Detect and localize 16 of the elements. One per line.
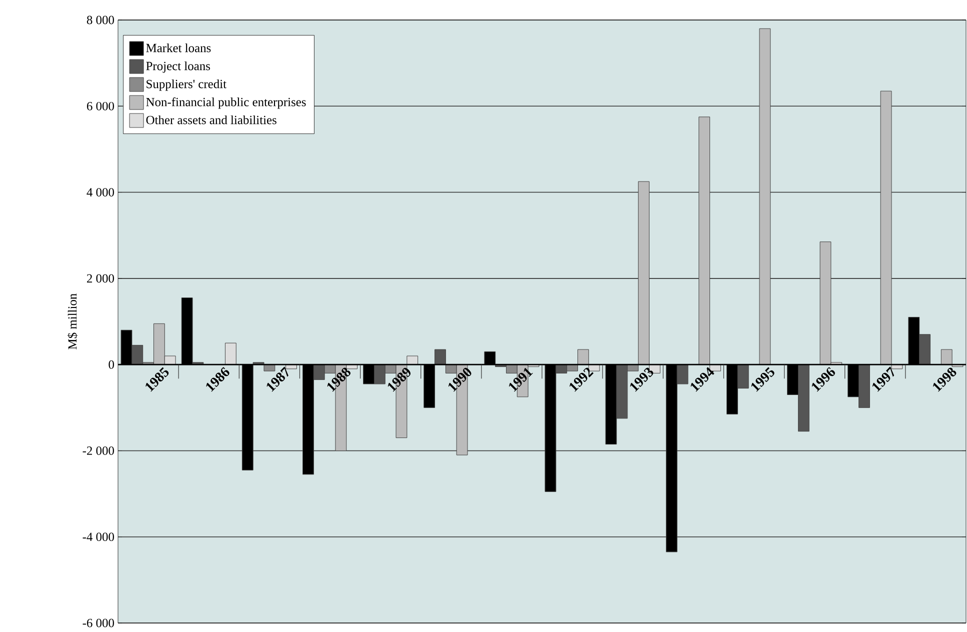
legend-label: Suppliers' credit [146, 79, 226, 91]
y-tick-label: 8 000 [86, 16, 114, 24]
y-tick-label: 4 000 [86, 188, 114, 196]
y-tick-label: 6 000 [86, 102, 114, 110]
y-axis-title: M$ million [68, 294, 78, 350]
legend-label: Project loans [146, 61, 210, 73]
y-tick-label: -4 000 [82, 532, 114, 542]
y-tick-label: 0 [108, 360, 114, 369]
legend-label: Other assets and liabilities [146, 115, 276, 124]
bar [224, 342, 236, 365]
y-tick-label: 2 000 [87, 274, 114, 283]
legend-label: Market loans [146, 43, 211, 52]
legend-label: Non-financial public enterprises [146, 97, 306, 109]
y-tick-label: -6 000 [82, 618, 114, 628]
y-tick-label: -2 000 [82, 446, 114, 455]
bar [759, 28, 771, 365]
